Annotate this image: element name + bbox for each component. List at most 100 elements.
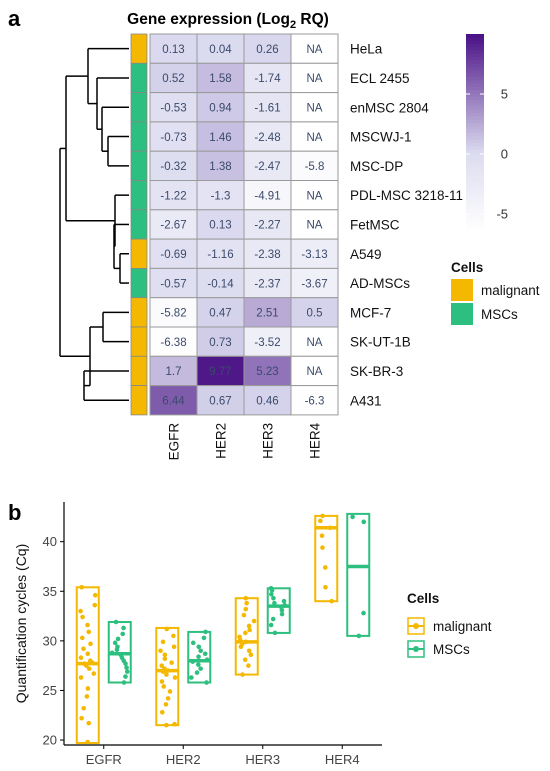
heatmap-cell [290,355,339,387]
data-point [246,663,251,668]
legend-label: MSCs [433,642,470,657]
color-scale-step [466,109,484,114]
row-annotation-cell [130,33,148,64]
data-point [242,657,248,663]
data-point [164,672,169,677]
data-point [246,648,252,654]
data-point [271,595,276,601]
heatmap-cell-value: NA [307,73,323,85]
data-point [79,635,85,641]
data-point [113,619,119,625]
data-point [243,639,249,645]
heatmap-cell-value: 6.44 [162,395,185,407]
color-scale-step [466,93,484,98]
data-point [279,604,284,610]
heatmap-cell [290,150,339,181]
data-point [78,608,83,614]
heatmap-cell [243,355,292,387]
heatmap-cell-value: -5.8 [305,161,325,173]
heatmap-cell-value: -0.73 [160,132,186,144]
data-point [85,739,90,745]
data-point [281,598,287,604]
row-annotation-cell [130,385,148,416]
row-annotation-cell [130,180,148,211]
heatmap-cell-value: NA [307,102,323,114]
data-point [158,648,163,654]
heatmap-cell [149,385,198,416]
data-point [163,702,169,707]
column-label: HER4 [308,422,323,459]
heatmap-cell-value: -0.53 [160,102,186,114]
heatmap-title: Gene expression (Log2 RQ) [127,11,329,31]
column-label: EGFR [167,423,182,461]
data-point [189,675,194,680]
heatmap-cell [290,267,339,299]
data-point [171,633,176,639]
heatmap-cell [149,355,198,387]
heatmap-cell-value: 0.13 [162,44,184,56]
data-point [361,610,366,616]
data-point [204,680,209,685]
color-scale-step [466,113,484,118]
data-point [320,545,325,550]
heatmap-cell-value: -3.52 [254,337,280,349]
data-point [240,672,245,677]
color-scale-step [466,136,484,141]
heatmap-cell [196,62,245,94]
data-point [86,666,92,671]
heatmap-cell-value: -2.38 [254,249,280,261]
data-point [164,626,170,632]
color-scale-step [466,146,484,151]
data-point [329,598,334,604]
heatmap-cell-value: -6.3 [305,395,325,407]
data-point [120,631,126,637]
data-point [109,650,115,656]
data-point [159,709,165,715]
heatmap-cell [196,180,245,211]
color-scale-step [466,215,484,220]
color-scale-step [466,80,484,85]
data-point [244,600,249,606]
data-point [115,644,120,650]
heatmap-cell-value: -1.22 [160,190,186,202]
color-scale-step [466,228,484,233]
data-point [80,614,85,620]
heatmap-cell-value: 0.73 [209,337,231,349]
data-point [160,639,166,645]
heatmap-cell [196,326,245,357]
heatmap-cell-value: 0.47 [209,308,231,320]
heatmap-cell-value: NA [307,366,323,378]
data-point [322,565,328,570]
heatmap-cell [290,62,339,94]
data-point [246,623,252,629]
range-box [187,630,212,684]
color-scale-step [466,142,484,147]
legend-key-point [413,646,419,652]
color-scale-tick-label: 0 [501,147,508,162]
row-label: A431 [350,393,382,408]
color-scale-step [466,83,484,88]
data-point [121,625,126,631]
color-scale-step [466,40,484,45]
heatmap-cell [243,180,292,211]
y-tick-label: 20 [43,733,57,748]
color-scale-step [466,202,484,207]
color-scale-step [466,172,484,177]
data-point [86,629,92,635]
row-label: MSC-DP [350,159,403,174]
color-scale-step [466,185,484,190]
data-point [204,657,210,663]
color-scale-step [466,199,484,203]
color-scale-step [466,133,484,137]
heatmap-cell-value: 0.5 [307,308,323,320]
color-scale-step [466,222,484,226]
data-point [159,663,165,668]
heatmap-cell-value: -2.47 [254,161,280,173]
data-point [272,630,278,636]
data-point [162,656,168,662]
color-scale-step [466,166,484,170]
color-scale-step [466,103,484,108]
heatmap-cell-value: -0.14 [207,278,234,290]
heatmap-cell [290,121,339,152]
color-scale-step [466,126,484,131]
